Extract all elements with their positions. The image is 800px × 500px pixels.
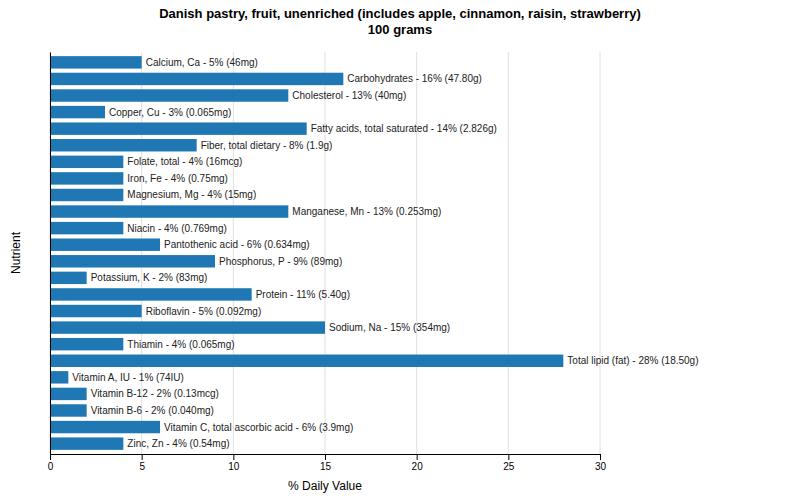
x-tick-label: 20: [412, 461, 424, 472]
bar: [50, 222, 123, 234]
x-tick-label: 15: [320, 461, 332, 472]
bar: [50, 89, 288, 101]
chart-title: Danish pastry, fruit, unenriched (includ…: [159, 6, 641, 37]
bar-label: Iron, Fe - 4% (0.75mg): [127, 173, 228, 184]
bar: [50, 156, 123, 168]
x-axis: 0 5 10 15 20 25 30: [48, 454, 607, 472]
bar: [50, 404, 87, 416]
grid-line: [325, 52, 326, 454]
x-tick: 10: [228, 454, 240, 472]
bar: [50, 238, 160, 250]
x-tick: 30: [595, 454, 607, 472]
x-tick-label: 0: [48, 461, 54, 472]
y-axis: [50, 53, 51, 455]
x-tick-label: 25: [503, 461, 515, 472]
x-axis-title: % Daily Value: [288, 479, 362, 493]
bar: [50, 338, 123, 350]
bar: [50, 189, 123, 201]
bar-label: Cholesterol - 13% (40mg): [292, 90, 406, 101]
bar-label: Vitamin B-12 - 2% (0.13mcg): [91, 388, 219, 399]
x-tick-label: 30: [595, 461, 607, 472]
bar-label: Protein - 11% (5.40g): [256, 289, 350, 300]
bar-label: Fiber, total dietary - 8% (1.9g): [201, 140, 333, 151]
bar-label: Pantothenic acid - 6% (0.634mg): [164, 239, 310, 250]
bar-label: Sodium, Na - 15% (354mg): [329, 322, 450, 333]
bar-label: Zinc, Zn - 4% (0.54mg): [127, 438, 229, 449]
x-tick: 25: [503, 454, 515, 472]
bar: [50, 73, 343, 85]
bar: [50, 305, 142, 317]
grid-line: [233, 52, 234, 454]
x-tick-mark: [50, 454, 51, 460]
x-tick-label: 5: [139, 461, 145, 472]
grid-line: [416, 52, 417, 454]
chart-container: Calcium, Ca - 5% (46mg) Carbohydrates - 1…: [0, 0, 800, 500]
bar-label: Calcium, Ca - 5% (46mg): [146, 57, 258, 68]
x-tick-mark: [325, 454, 326, 460]
bar: [50, 106, 105, 118]
bar: [50, 355, 563, 367]
bar-label: Carbohydrates - 16% (47.80g): [347, 73, 482, 84]
x-tick-mark: [508, 454, 509, 460]
bar-label: Vitamin A, IU - 1% (74IU): [72, 372, 184, 383]
chart-svg: Calcium, Ca - 5% (46mg) Carbohydrates - 1…: [0, 0, 800, 500]
y-axis-title: Nutrient: [9, 231, 23, 274]
bar-labels: Calcium, Ca - 5% (46mg) Carbohydrates - 1…: [72, 57, 698, 449]
bar-label: Vitamin C, total ascorbic acid - 6% (3.9…: [164, 422, 353, 433]
bar-label: Folate, total - 4% (16mcg): [127, 156, 242, 167]
chart-title-line: Danish pastry, fruit, unenriched (includ…: [159, 6, 641, 21]
bar-label: Copper, Cu - 3% (0.065mg): [109, 107, 231, 118]
x-tick-mark: [417, 454, 418, 460]
bar: [50, 421, 160, 433]
grid: [50, 52, 600, 454]
bars: [50, 56, 563, 450]
bar: [50, 371, 68, 383]
y-axis-line: [50, 53, 51, 455]
grid-line: [600, 52, 601, 454]
bar-label: Potassium, K - 2% (83mg): [91, 272, 208, 283]
bar: [50, 272, 87, 284]
x-tick-mark: [142, 454, 143, 460]
chart-title-line: 100 grams: [368, 22, 432, 37]
bar-label: Manganese, Mn - 13% (0.253mg): [292, 206, 441, 217]
x-tick-mark: [600, 454, 601, 460]
bar-label: Vitamin B-6 - 2% (0.040mg): [91, 405, 214, 416]
grid-line: [508, 52, 509, 454]
x-tick: 5: [139, 454, 145, 472]
bar: [50, 321, 325, 333]
x-tick: 15: [320, 454, 332, 472]
x-tick: 0: [48, 454, 54, 472]
bar-label: Phosphorus, P - 9% (89mg): [219, 256, 342, 267]
bar: [50, 388, 87, 400]
bar-label: Magnesium, Mg - 4% (15mg): [127, 189, 256, 200]
bar: [50, 122, 307, 134]
bar-label: Riboflavin - 5% (0.092mg): [146, 306, 262, 317]
plot-area: Calcium, Ca - 5% (46mg) Carbohydrates - 1…: [48, 52, 699, 472]
bar-label: Thiamin - 4% (0.065mg): [127, 339, 234, 350]
bar-label: Total lipid (fat) - 28% (18.50g): [567, 355, 698, 366]
bar-label: Niacin - 4% (0.769mg): [127, 223, 226, 234]
x-tick-label: 10: [228, 461, 240, 472]
bar: [50, 139, 197, 151]
bar: [50, 172, 123, 184]
bar: [50, 205, 288, 217]
bar-label: Fatty acids, total saturated - 14% (2.82…: [311, 123, 497, 134]
grid-line: [50, 52, 51, 454]
bar: [50, 56, 142, 68]
x-axis-line: [51, 455, 601, 461]
bar: [50, 437, 123, 449]
x-tick-mark: [233, 454, 234, 460]
x-tick: 20: [412, 454, 424, 472]
bar: [50, 288, 252, 300]
bar: [50, 255, 215, 267]
